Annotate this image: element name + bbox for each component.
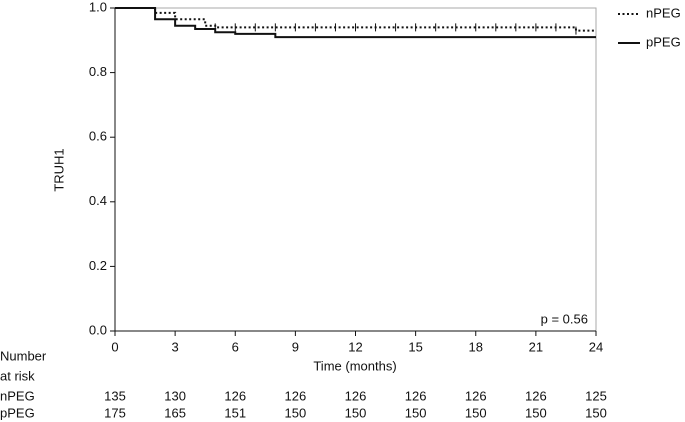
risk-value: 165 [164,405,186,420]
risk-value: 126 [285,388,307,403]
legend-label: pPEG [646,34,681,49]
risk-value: 151 [224,405,246,420]
risk-value: 126 [345,388,367,403]
x-tick-label: 18 [469,339,483,354]
risk-title: at risk [0,368,35,383]
risk-value: 135 [104,388,126,403]
x-tick-label: 12 [348,339,362,354]
risk-value: 150 [345,405,367,420]
y-tick-label: 0.4 [89,193,107,208]
y-tick-label: 0.2 [89,258,107,273]
risk-value: 150 [525,405,547,420]
risk-row-label: pPEG [0,405,35,420]
risk-title: Number [0,348,47,363]
risk-value: 130 [164,388,186,403]
x-tick-label: 6 [232,339,239,354]
risk-value: 150 [585,405,607,420]
risk-value: 125 [585,388,607,403]
y-tick-label: 0.0 [89,322,107,337]
risk-value: 126 [405,388,427,403]
x-tick-label: 24 [589,339,603,354]
plot-frame [114,7,597,332]
risk-value: 126 [224,388,246,403]
risk-value: 150 [285,405,307,420]
x-tick-label: 0 [111,339,118,354]
y-tick-label: 1.0 [89,0,107,14]
legend-label: nPEG [646,5,681,20]
risk-value: 150 [465,405,487,420]
x-axis-title: Time (months) [313,358,396,373]
risk-value: 175 [104,405,126,420]
x-tick-label: 9 [292,339,299,354]
risk-value: 150 [405,405,427,420]
x-tick-label: 15 [408,339,422,354]
risk-row-label: nPEG [0,388,35,403]
y-axis-title: TRUH1 [51,148,66,191]
survival-line [115,7,596,39]
y-tick-label: 0.8 [89,64,107,79]
y-tick-label: 0.6 [89,129,107,144]
annotation: p = 0.56 [541,311,588,326]
x-tick-label: 21 [529,339,543,354]
x-tick-label: 3 [172,339,179,354]
risk-value: 126 [525,388,547,403]
risk-value: 126 [465,388,487,403]
